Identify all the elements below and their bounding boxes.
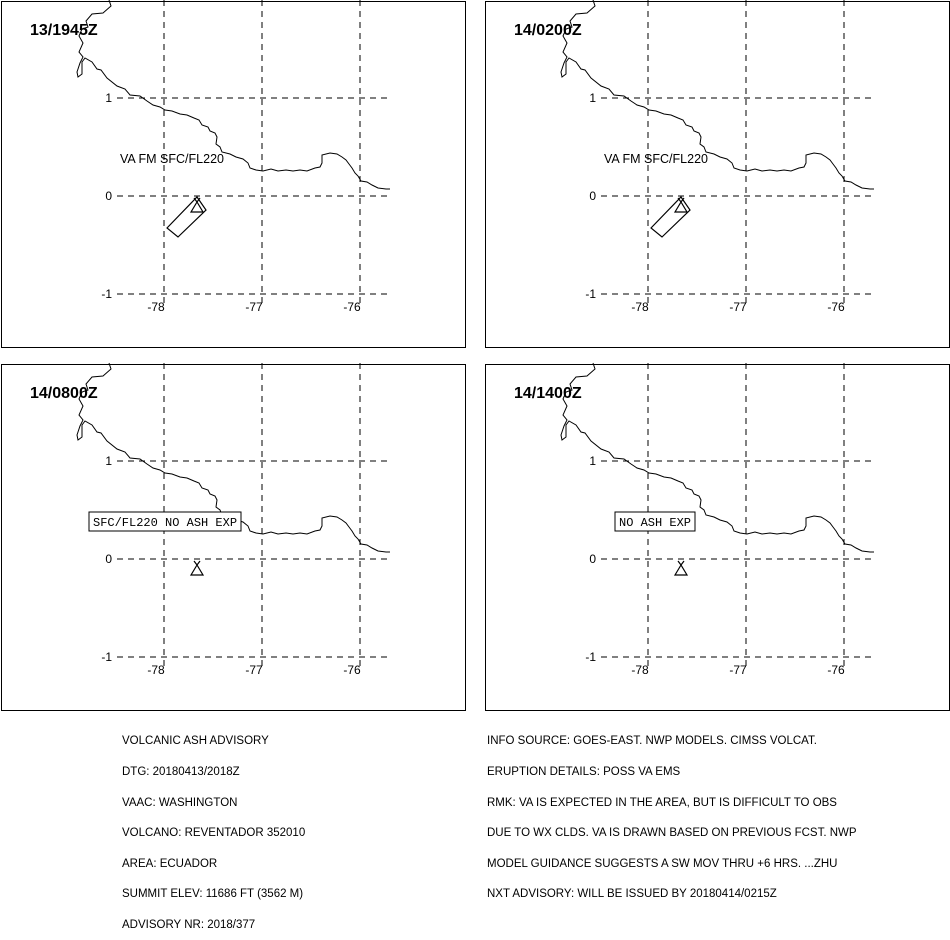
forecast-label: NO ASH EXP bbox=[619, 516, 691, 530]
panel-frame bbox=[485, 1, 950, 348]
remarks-line: NXT ADVISORY: WILL BE ISSUED BY 20180414… bbox=[487, 888, 777, 901]
volcano-triangle-icon bbox=[673, 560, 689, 576]
advisory-graphic: 1 0 -1 -78 -77 -76 13/1945Z VA FM SFC/FL220 1 0 -1… bbox=[1, 0, 950, 711]
forecast-label: VA FM SFC/FL220 bbox=[120, 152, 224, 166]
valid-time: 13/1945Z bbox=[30, 22, 98, 39]
advisory-line: VAAC: WASHINGTON bbox=[122, 796, 238, 809]
advisory-line: ADVISORY NR: 2018/377 bbox=[122, 918, 256, 931]
latitude-label: 1 bbox=[589, 91, 596, 105]
forecast-label: SFC/FL220 NO ASH EXP bbox=[93, 516, 237, 530]
longitude-label: -78 bbox=[631, 663, 649, 677]
longitude-label: -76 bbox=[827, 663, 845, 677]
remarks-line: INFO SOURCE: GOES-EAST. NWP MODELS. CIMS… bbox=[487, 735, 817, 748]
latitude-label: 1 bbox=[589, 454, 596, 468]
advisory-header-text: VOLCANIC ASH ADVISORY DTG: 20180413/2018… bbox=[122, 716, 305, 940]
longitude-label: -77 bbox=[729, 300, 747, 314]
latitude-label: -1 bbox=[585, 287, 596, 301]
forecast-label: VA FM SFC/FL220 bbox=[604, 152, 708, 166]
latitude-label: 1 bbox=[105, 454, 112, 468]
latitude-label: 0 bbox=[589, 552, 596, 566]
advisory-line: SUMMIT ELEV: 11686 FT (3562 M) bbox=[122, 888, 304, 901]
volcano-triangle-icon bbox=[673, 197, 689, 213]
remarks-line: MODEL GUIDANCE SUGGESTS A SW MOV THRU +6… bbox=[487, 857, 838, 870]
map-panel-1: 1 0 -1 -78 -77 -76 13/1945Z VA FM SFC/FL220 bbox=[1, 0, 466, 348]
longitude-label: -78 bbox=[147, 300, 165, 314]
latitude-label: 1 bbox=[105, 91, 112, 105]
longitude-label: -77 bbox=[729, 663, 747, 677]
ash-cloud-polygon bbox=[650, 196, 691, 238]
latitude-label: -1 bbox=[585, 650, 596, 664]
coastline bbox=[560, 0, 874, 190]
volcano-triangle-icon bbox=[189, 197, 205, 213]
longitude-label: -76 bbox=[827, 300, 845, 314]
longitude-label: -76 bbox=[343, 663, 361, 677]
coastline bbox=[76, 362, 390, 553]
longitude-label: -78 bbox=[147, 663, 165, 677]
panel-frame bbox=[1, 1, 466, 348]
advisory-line: VOLCANO: REVENTADOR 352010 bbox=[122, 827, 306, 840]
remarks-line: ERUPTION DETAILS: POSS VA EMS bbox=[487, 766, 681, 778]
latitude-label: -1 bbox=[101, 287, 112, 301]
panel-frame bbox=[485, 364, 950, 711]
longitude-label: -77 bbox=[245, 663, 263, 677]
latitude-label: 0 bbox=[105, 189, 112, 203]
longitude-label: -77 bbox=[245, 300, 263, 314]
map-panel-4: 1 0 -1 -78 -77 -76 14/1400Z NO ASH EXP bbox=[485, 362, 950, 711]
remarks-line: RMK: VA IS EXPECTED IN THE AREA, BUT IS … bbox=[487, 796, 837, 809]
forecast-label-box bbox=[88, 511, 242, 532]
advisory-line: VOLCANIC ASH ADVISORY bbox=[122, 735, 269, 748]
panel-frame bbox=[1, 364, 466, 711]
longitude-label: -76 bbox=[343, 300, 361, 314]
advisory-remarks-text: INFO SOURCE: GOES-EAST. NWP MODELS. CIMS… bbox=[487, 716, 857, 910]
ash-cloud-polygon bbox=[166, 196, 207, 238]
valid-time: 14/0800Z bbox=[30, 385, 98, 402]
latitude-label: -1 bbox=[101, 650, 112, 664]
advisory-line: AREA: ECUADOR bbox=[122, 857, 218, 870]
coastline bbox=[76, 0, 390, 190]
coastline bbox=[560, 362, 874, 553]
volcano-triangle-icon bbox=[189, 560, 205, 576]
valid-time: 14/1400Z bbox=[514, 385, 582, 402]
latitude-label: 0 bbox=[589, 189, 596, 203]
latitude-label: 0 bbox=[105, 552, 112, 566]
longitude-label: -78 bbox=[631, 300, 649, 314]
map-panel-2: 1 0 -1 -78 -77 -76 14/0200Z VA FM SFC/FL220 bbox=[485, 0, 950, 348]
forecast-label-box bbox=[614, 511, 696, 532]
valid-time: 14/0200Z bbox=[514, 22, 582, 39]
remarks-line: DUE TO WX CLDS. VA IS DRAWN BASED ON PRE… bbox=[487, 827, 857, 840]
map-panel-3: 1 0 -1 -78 -77 -76 14/0800Z SFC/FL220 NO ASH EX… bbox=[1, 362, 466, 711]
advisory-line: DTG: 20180413/2018Z bbox=[122, 766, 240, 778]
